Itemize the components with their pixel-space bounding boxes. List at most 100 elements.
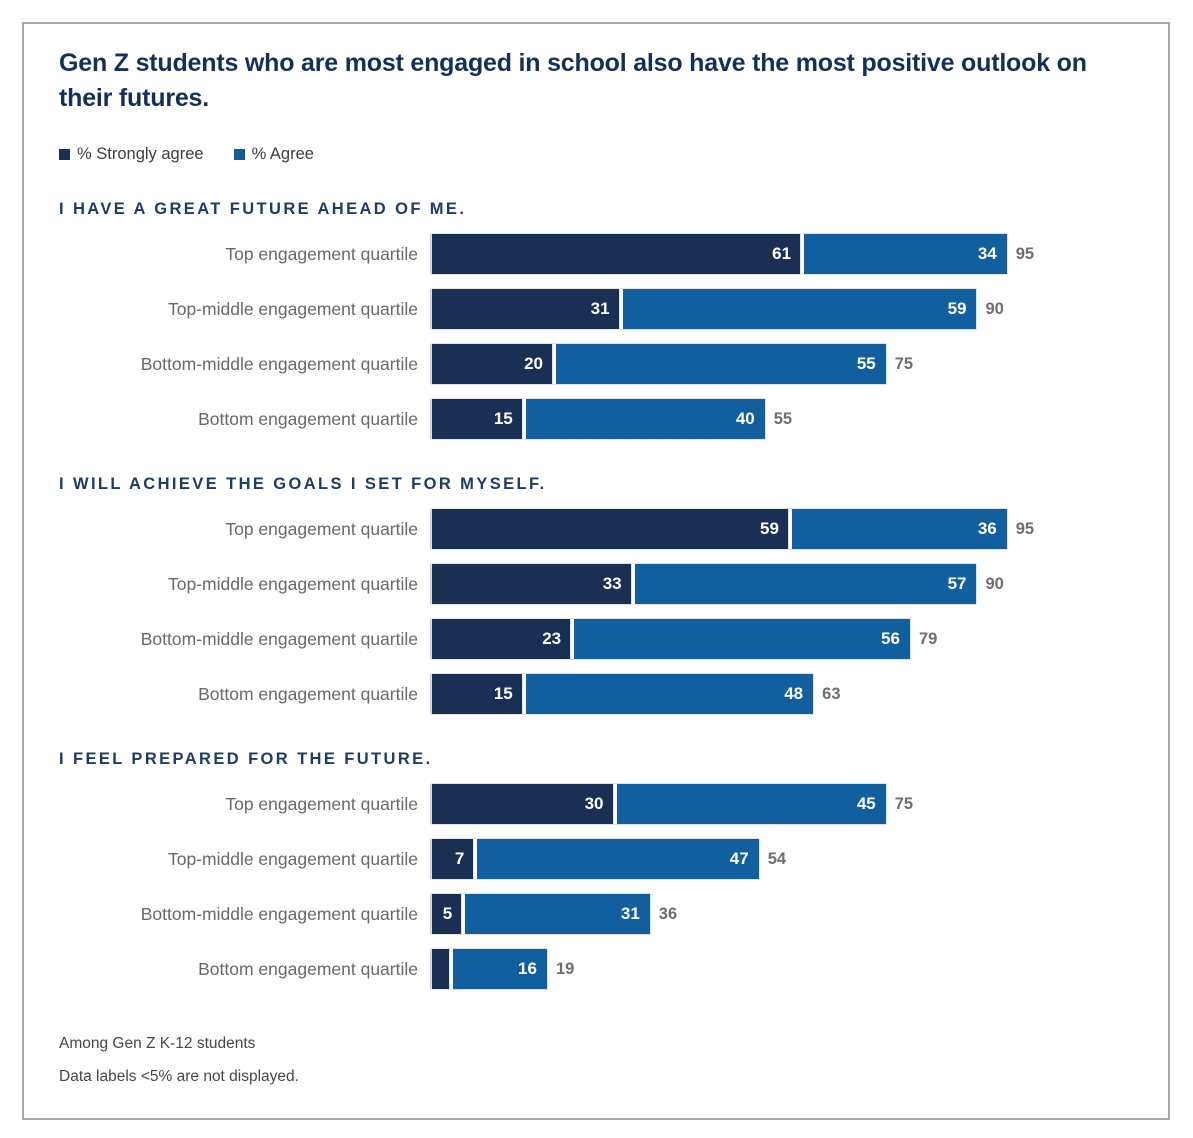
strongly-agree-segment: 15 <box>432 399 523 439</box>
segment-value-label: 30 <box>584 794 604 813</box>
segment-value-label: 61 <box>772 244 792 263</box>
agree-segment: 40 <box>522 399 765 439</box>
category-label: Top engagement quartile <box>225 518 418 539</box>
bar-row: Top engagement quartile 59 36 95 <box>59 509 1133 549</box>
bar-row: Bottom engagement quartile 15 48 63 <box>59 674 1133 714</box>
agree-segment: 16 <box>450 949 547 989</box>
agree-segment: 57 <box>631 564 977 604</box>
segment-value-label: 16 <box>518 959 537 978</box>
total-label: 36 <box>658 904 678 923</box>
segment-value-label: 36 <box>977 519 997 538</box>
bar-track: 15 40 55 <box>430 399 1133 439</box>
bar-row: Bottom-middle engagement quartile 5 31 36 <box>59 894 1133 934</box>
bar-track: 20 55 75 <box>430 344 1133 384</box>
segment-value-label: 48 <box>784 684 804 703</box>
stacked-bar-chart: I HAVE A GREAT FUTURE AHEAD OF ME. Top en… <box>59 200 1133 989</box>
segment-value-label: 31 <box>620 904 640 923</box>
section-rows: Top engagement quartile 59 36 95 Top-middle … <box>59 509 1133 714</box>
bar-row: Bottom engagement quartile 16 19 <box>59 949 1133 989</box>
segment-value-label: 34 <box>977 244 997 263</box>
total-label: 90 <box>985 299 1004 318</box>
bar-track: 5 31 36 <box>430 894 1133 934</box>
total-label: 54 <box>767 849 787 868</box>
bar-track: 16 19 <box>430 949 1133 989</box>
bar-track: 61 34 95 <box>430 234 1133 274</box>
segment-value-label: 47 <box>729 849 749 868</box>
section-heading: I WILL ACHIEVE THE GOALS I SET FOR MYSEL… <box>59 475 547 493</box>
strongly-agree-segment: 15 <box>432 674 523 714</box>
legend: % Strongly agree % Agree <box>59 145 1133 164</box>
bar-row: Top-middle engagement quartile 31 59 90 <box>59 289 1133 329</box>
total-label: 19 <box>555 959 575 978</box>
segment-value-label: 56 <box>881 629 900 648</box>
category-label: Bottom engagement quartile <box>198 958 418 979</box>
section-rows: Top engagement quartile 61 34 95 Top-middle … <box>59 234 1133 439</box>
segment-value-label: 7 <box>454 849 465 868</box>
bar-row: Bottom-middle engagement quartile 20 55 75 <box>59 344 1133 384</box>
category-label: Top engagement quartile <box>225 243 418 264</box>
category-label: Top-middle engagement quartile <box>167 298 418 319</box>
bar-row: Top engagement quartile 61 34 95 <box>59 234 1133 274</box>
strongly-agree-segment <box>432 949 451 989</box>
category-label: Bottom engagement quartile <box>198 408 418 429</box>
segment-value-label: 23 <box>542 629 562 648</box>
agree-segment: 31 <box>462 894 650 934</box>
segment-value-label: 45 <box>856 794 876 813</box>
agree-segment: 34 <box>801 234 1007 274</box>
chart-title: Gen Z students who are most engaged in s… <box>59 49 1087 112</box>
segment-value-label: 15 <box>493 684 513 703</box>
agree-segment: 56 <box>571 619 910 659</box>
agree-segment: 47 <box>474 839 759 879</box>
strongly-agree-segment: 31 <box>432 289 620 329</box>
segment-value-label: 15 <box>493 409 513 428</box>
section-rows: Top engagement quartile 30 45 75 Top-middle … <box>59 784 1133 989</box>
legend-item-agree: % Agree <box>233 145 314 164</box>
category-label: Top-middle engagement quartile <box>167 848 418 869</box>
bar-track: 23 56 79 <box>430 619 1133 659</box>
category-label: Bottom-middle engagement quartile <box>140 903 418 924</box>
category-label: Bottom-middle engagement quartile <box>140 353 418 374</box>
bar-row: Bottom engagement quartile 15 40 55 <box>59 399 1133 439</box>
segment-value-label: 55 <box>856 354 876 373</box>
bar-track: 33 57 90 <box>430 564 1133 604</box>
bar-row: Bottom-middle engagement quartile 23 56 79 <box>59 619 1133 659</box>
bar-track: 59 36 95 <box>430 509 1133 549</box>
total-label: 75 <box>894 794 914 813</box>
section-heading: I HAVE A GREAT FUTURE AHEAD OF ME. <box>59 200 467 218</box>
legend-item-strongly-agree: % Strongly agree <box>59 145 204 164</box>
strongly-agree-segment: 5 <box>432 894 463 934</box>
segment-value-label: 31 <box>590 299 610 318</box>
agree-segment: 48 <box>522 674 814 714</box>
segment-value-label: 40 <box>735 409 755 428</box>
total-label: 95 <box>1015 519 1035 538</box>
total-label: 75 <box>894 354 914 373</box>
strongly-agree-segment: 61 <box>432 234 802 274</box>
segment-value-label: 57 <box>947 574 967 593</box>
total-label: 90 <box>985 574 1004 593</box>
footnote-labels: Data labels <5% are not displayed. <box>59 1068 299 1085</box>
total-label: 95 <box>1015 244 1035 263</box>
total-label: 55 <box>773 409 793 428</box>
strongly-agree-swatch-icon <box>59 149 70 160</box>
category-label: Top-middle engagement quartile <box>167 573 418 594</box>
footnotes: Among Gen Z K-12 students Data labels <5… <box>59 1033 1133 1088</box>
strongly-agree-segment: 59 <box>432 509 789 549</box>
category-label: Top engagement quartile <box>225 793 418 814</box>
segment-value-label: 5 <box>442 904 453 923</box>
bar-track: 30 45 75 <box>430 784 1133 824</box>
category-label: Bottom-middle engagement quartile <box>140 628 418 649</box>
bar-track: 31 59 90 <box>430 289 1133 329</box>
legend-label: % Strongly agree <box>77 145 204 163</box>
agree-segment: 55 <box>553 344 886 384</box>
strongly-agree-segment: 7 <box>432 839 475 879</box>
bar-row: Top-middle engagement quartile 7 47 54 <box>59 839 1133 879</box>
legend-label: % Agree <box>251 145 314 163</box>
category-label: Bottom engagement quartile <box>198 683 418 704</box>
section-heading: I FEEL PREPARED FOR THE FUTURE. <box>59 750 433 768</box>
segment-value-label: 59 <box>760 519 779 538</box>
agree-segment: 45 <box>613 784 886 824</box>
bar-track: 15 48 63 <box>430 674 1133 714</box>
segment-value-label: 33 <box>602 574 622 593</box>
bar-row: Top-middle engagement quartile 33 57 90 <box>59 564 1133 604</box>
strongly-agree-segment: 33 <box>432 564 632 604</box>
